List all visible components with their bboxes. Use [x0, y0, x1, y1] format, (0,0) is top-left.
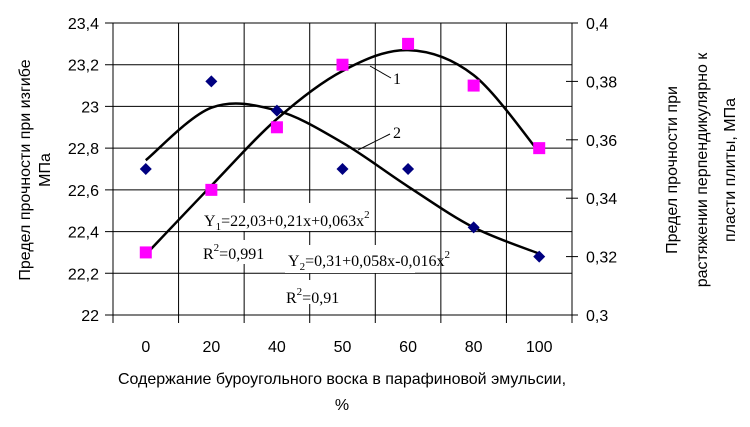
y-right-tick-label: 0,32 [586, 250, 617, 267]
data-point-series-1 [336, 58, 349, 71]
y-right-tick-label: 0,34 [586, 191, 617, 208]
data-point-series-2 [467, 221, 480, 234]
svg-text:Y1=22,03+0,21x+0,063x2: Y1=22,03+0,21x+0,063x2 [204, 209, 370, 233]
data-point-series-1 [402, 37, 415, 50]
x-tick-label: 40 [268, 339, 286, 356]
equation-2: Y2=0,31+0,058x-0,016x2 [285, 245, 450, 273]
y-left-tick-label: 23 [81, 99, 99, 116]
y-left-tick-label: 22,8 [68, 141, 99, 158]
x-axis-title-line2: % [335, 397, 349, 414]
x-tick-label: 100 [526, 339, 553, 356]
curve-leader-1 [369, 65, 392, 79]
right-axis-title-line3: пласти плиты, МПа [722, 98, 739, 242]
data-point-series-2 [533, 250, 546, 263]
curve-label-2: 2 [393, 125, 401, 142]
data-point-series-1 [270, 121, 283, 134]
y-left-tick-label: 23,4 [68, 16, 99, 33]
svg-text:R2=0,91: R2=0,91 [286, 286, 339, 307]
curve-leader-2 [357, 133, 391, 151]
data-point-series-2 [402, 163, 415, 175]
curve-label-1: 1 [393, 71, 401, 88]
left-axis-title-line1: Предел прочности при изгибе [17, 59, 34, 280]
x-tick-label: 50 [334, 339, 352, 356]
x-tick-label: 60 [399, 339, 417, 356]
y-left-tick-label: 22 [81, 308, 99, 325]
x-tick-label: 0 [141, 339, 150, 356]
data-point-series-2 [139, 163, 152, 175]
data-point-series-1 [467, 79, 480, 92]
r-squared-1: R2=0,991 [200, 240, 280, 264]
svg-text:Y2=0,31+0,058x-0,016x2: Y2=0,31+0,058x-0,016x2 [288, 249, 450, 273]
y-left-tick-label: 22,2 [68, 266, 99, 283]
y-right-tick-label: 0,4 [586, 16, 608, 33]
x-axis-title-line1: Содержание буроугольного воска в парафин… [118, 371, 566, 388]
y-left-tick-label: 23,2 [68, 58, 99, 75]
data-point-series-2 [205, 75, 218, 88]
equation-1: Y1=22,03+0,21x+0,063x2 [200, 203, 370, 233]
x-tick-label: 80 [465, 339, 483, 356]
data-point-series-2 [270, 104, 283, 117]
tick-labels: 22 22,2 22,4 22,6 22,8 23 23,2 23,4 0,3 0,32 0,34 0… [68, 16, 617, 356]
y-right-tick-label: 0,3 [586, 308, 608, 325]
data-points [139, 37, 546, 263]
right-axis-title-line1: Предел прочности при [664, 86, 681, 254]
grid [105, 22, 578, 323]
svg-text:R2=0,991: R2=0,991 [203, 242, 264, 263]
left-axis-title-line2: МПа [37, 153, 54, 187]
y-left-tick-label: 22,6 [68, 183, 99, 200]
right-axis-title-line2: растяжении перпендикулярно к [694, 52, 711, 288]
x-tick-label: 20 [202, 339, 220, 356]
y-left-tick-label: 22,4 [68, 225, 99, 242]
data-point-series-2 [336, 163, 349, 175]
data-point-series-1 [139, 246, 152, 259]
data-point-series-1 [533, 142, 546, 155]
data-point-series-1 [205, 183, 218, 196]
r-squared-2: R2=0,91 [282, 280, 354, 307]
y-right-tick-label: 0,36 [586, 133, 617, 150]
y-right-tick-label: 0,38 [586, 74, 617, 91]
